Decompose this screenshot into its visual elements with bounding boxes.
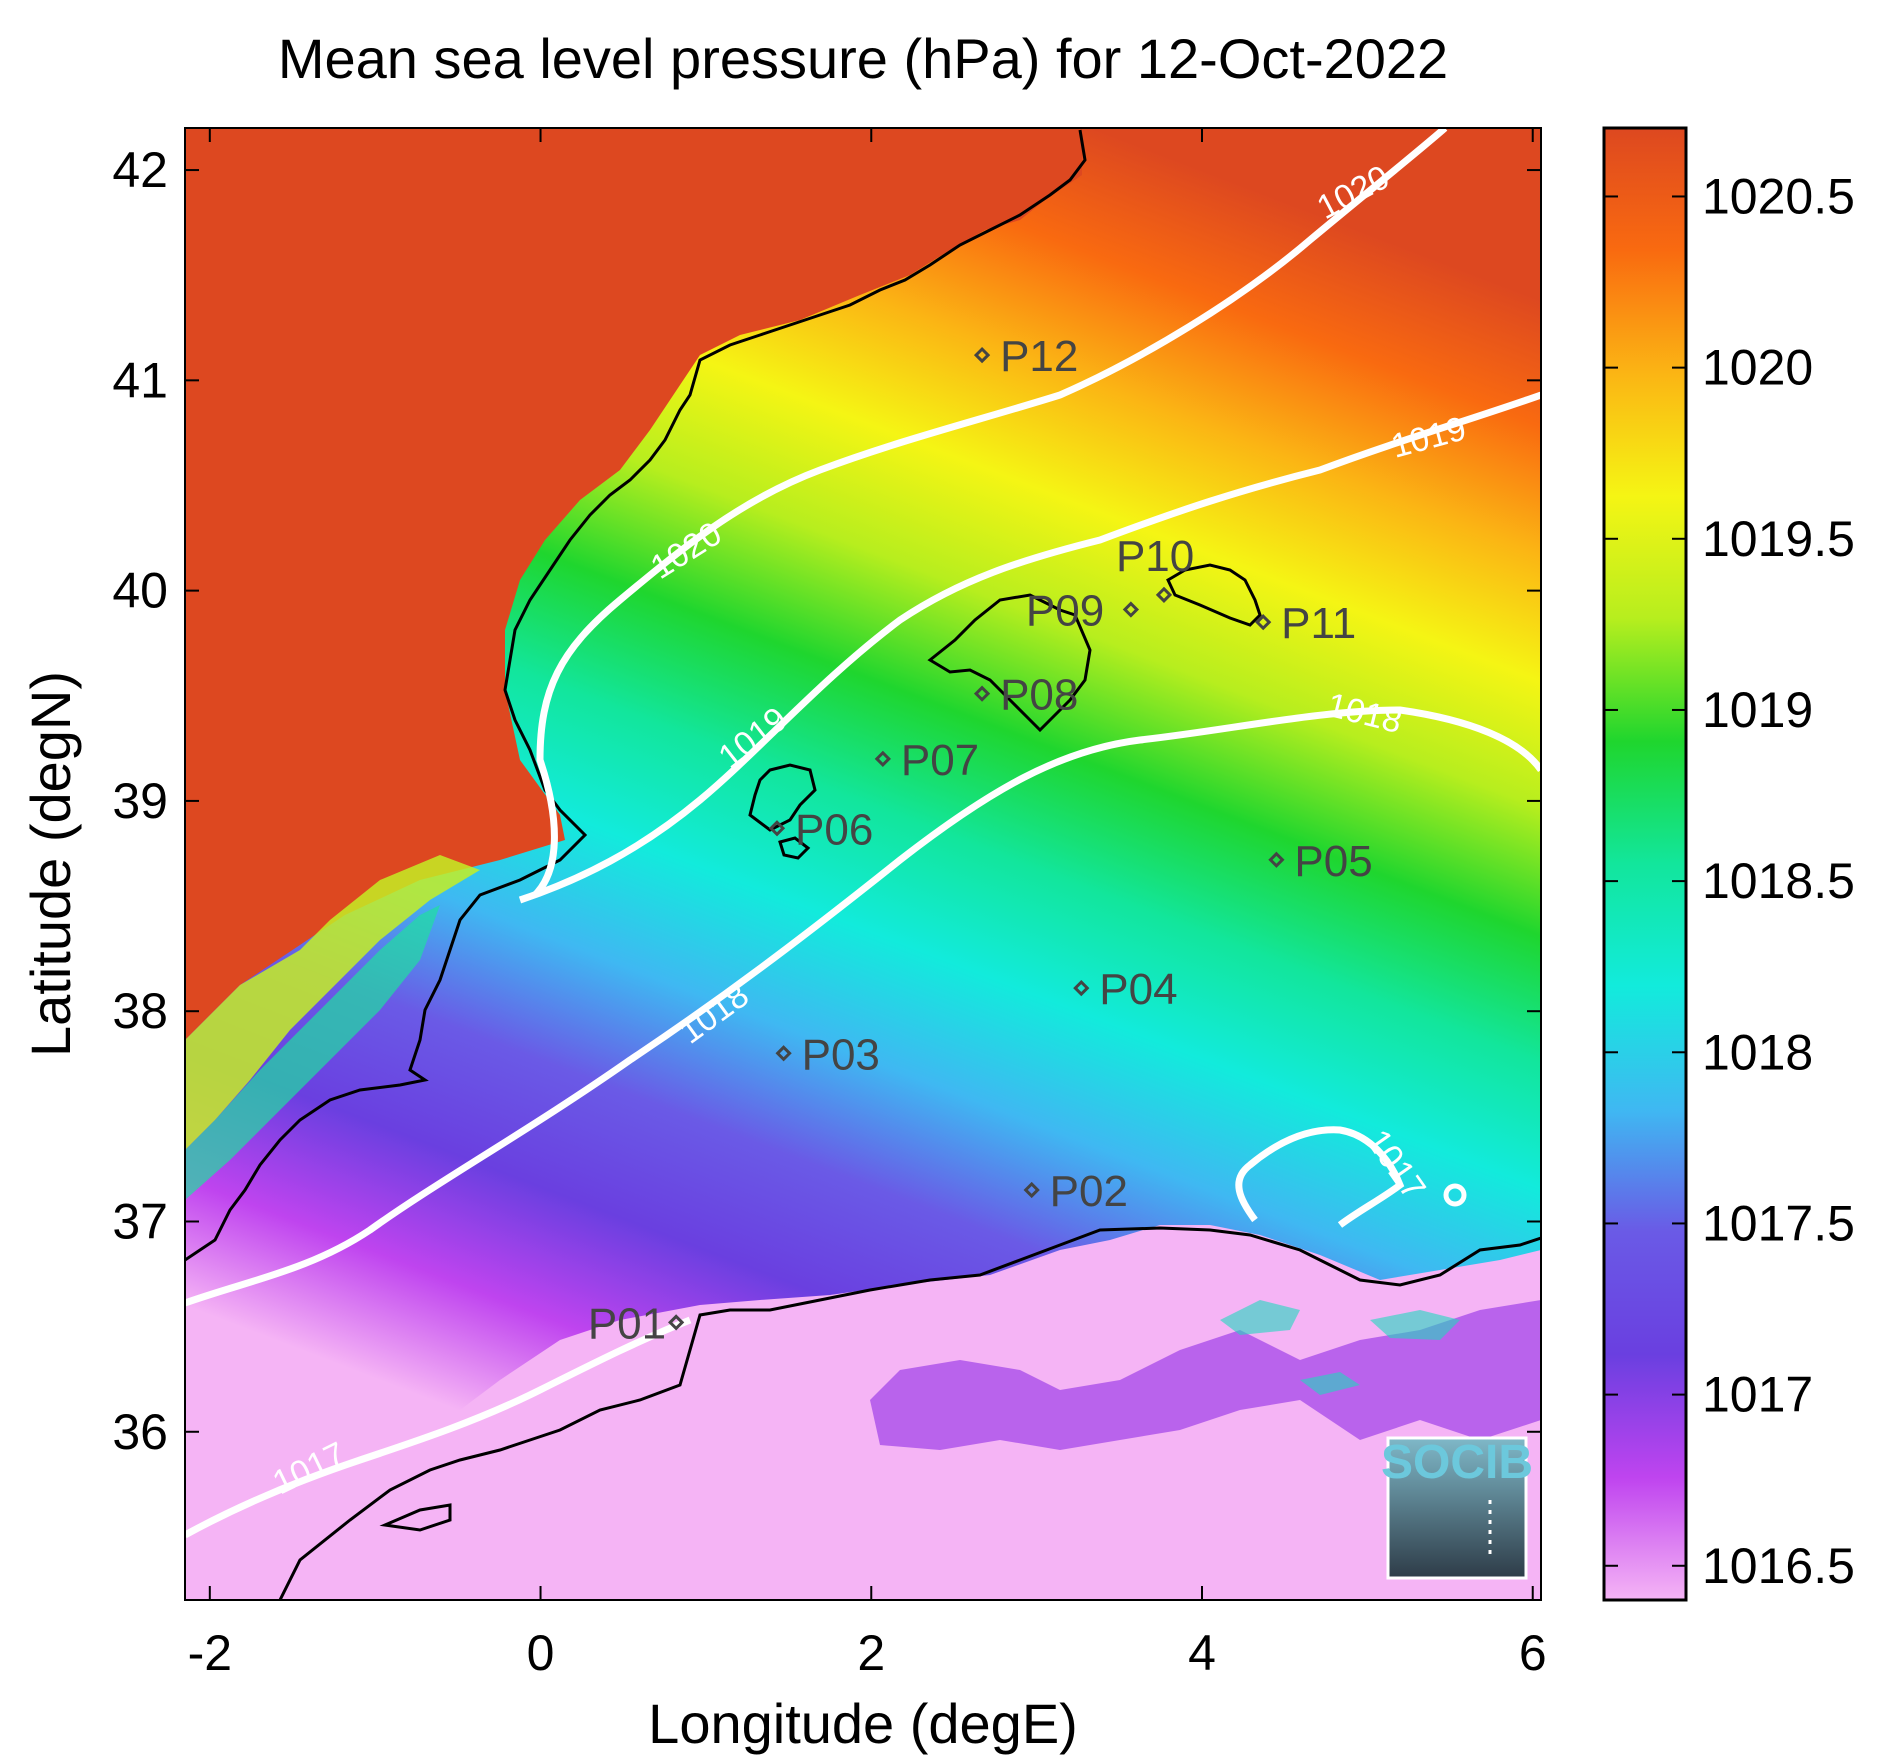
y-axis-label: Latitude (degN) (19, 671, 82, 1057)
x-axis-label: Longitude (degE) (648, 1692, 1078, 1755)
africa-cyan-patches (1220, 1300, 1460, 1395)
isobar-1017-a (185, 1316, 692, 1539)
colorbar-tick-label: 1017 (1702, 1367, 1813, 1423)
logo-text: SOCIB (1381, 1436, 1533, 1489)
iberia-land (185, 128, 1082, 1040)
y-tick-label: 42 (112, 142, 168, 198)
colorbar-tick-label: 1019.5 (1702, 511, 1855, 567)
station-label: P11 (1281, 599, 1356, 648)
y-tick-label: 41 (112, 352, 168, 408)
x-tick-label: 4 (1188, 1625, 1216, 1681)
x-tick-label: 6 (1519, 1625, 1547, 1681)
station-label: P05 (1294, 837, 1372, 886)
iberia-coastline (185, 129, 1087, 1262)
map-plot-area: 1020 1020 1019 1019 1018 1018 1017 1017 … (185, 128, 1541, 1600)
station-marker (973, 346, 991, 364)
station-marker (1255, 614, 1272, 631)
y-tick-label: 36 (112, 1404, 168, 1460)
station-marker (1073, 979, 1090, 997)
y-tick-label: 40 (112, 563, 168, 619)
station-marker (668, 1314, 685, 1331)
station-label: P06 (795, 805, 873, 854)
socib-logo: SOCIB (1381, 1436, 1533, 1580)
coastal-cyan-band (185, 905, 440, 1200)
africa-land (185, 1225, 1541, 1600)
station-marker (1122, 601, 1140, 618)
x-axis: -2 0 2 4 6 (188, 128, 1547, 1681)
station-marker (768, 820, 786, 837)
isobar-1020 (532, 128, 1448, 898)
isobar-1017-c (1443, 1183, 1467, 1207)
plot-frame (184, 127, 1542, 1601)
alboran-island (379, 1503, 452, 1532)
station-label: P02 (1050, 1167, 1128, 1216)
colorbar-tick-label: 1016.5 (1702, 1538, 1855, 1594)
colorbar (1602, 126, 1688, 1602)
mallorca-island (927, 593, 1092, 733)
x-tick-label: 2 (857, 1625, 885, 1681)
station-label: P08 (1000, 671, 1078, 720)
station-label: P03 (802, 1030, 880, 1079)
colorbar-tick-label: 1020.5 (1702, 168, 1855, 224)
x-tick-label: 0 (527, 1625, 555, 1681)
formentera-island (778, 836, 811, 860)
station-label: P04 (1099, 965, 1177, 1014)
station-marker (973, 685, 991, 702)
menorca-island (1166, 563, 1262, 627)
station-marker (1155, 586, 1173, 603)
station-marker (874, 750, 891, 767)
isobar-1019 (518, 391, 1541, 904)
x-tick-label: -2 (188, 1625, 232, 1681)
y-tick-label: 38 (112, 983, 168, 1039)
y-tick-label: 37 (112, 1193, 168, 1249)
station-label: P01 (588, 1299, 666, 1348)
colorbar-tick-label: 1018 (1702, 1024, 1813, 1080)
africa-coastline (278, 1226, 1541, 1600)
africa-purple-patches (870, 1300, 1541, 1450)
colorbar-ticks: 1016.5 1017 1017.5 1018 1018.5 1019 1019.5 1020… (1604, 168, 1855, 1594)
colorbar-tick-label: 1019 (1702, 682, 1813, 738)
colorbar-tick-label: 1018.5 (1702, 853, 1855, 909)
y-tick-label: 39 (112, 773, 168, 829)
isobar-1017-b (1235, 1126, 1405, 1228)
colorbar-tick-label: 1020 (1702, 340, 1813, 396)
chart-title: Mean sea level pressure (hPa) for 12-Oct… (278, 27, 1448, 90)
station-label: P09 (1026, 587, 1104, 636)
y-axis: 36 37 38 39 40 41 42 (112, 142, 1541, 1460)
ibiza-island (748, 763, 817, 832)
colorbar-tick-label: 1017.5 (1702, 1195, 1855, 1251)
station-label: P07 (901, 736, 979, 785)
isobar-1018 (185, 706, 1541, 1307)
station-label: P10 (1116, 532, 1194, 581)
station-marker (1023, 1181, 1040, 1199)
station-marker (1268, 851, 1285, 868)
station-label: P12 (1000, 332, 1078, 381)
station-marker (775, 1045, 792, 1062)
